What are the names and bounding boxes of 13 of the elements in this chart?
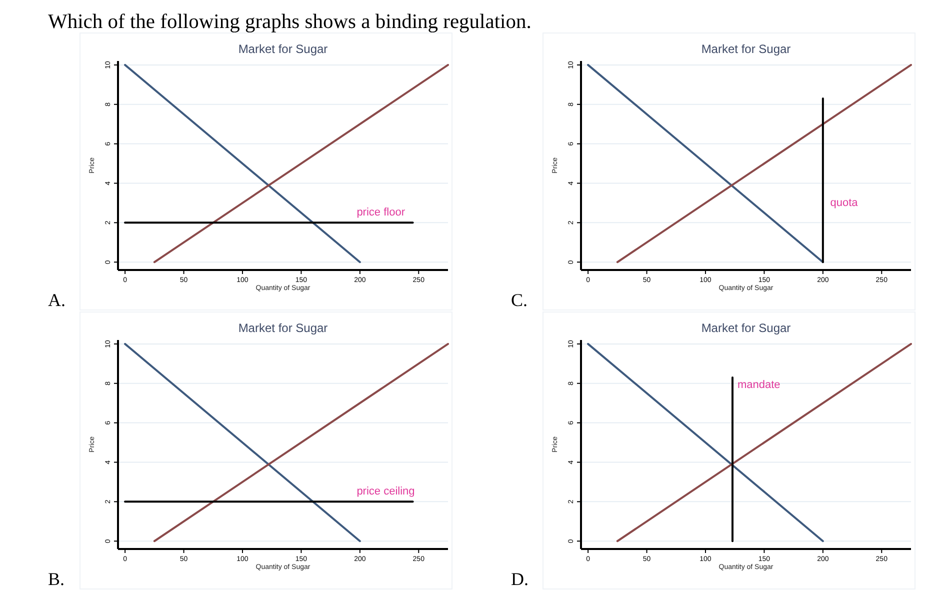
chart-title: Market for Sugar: [701, 321, 791, 335]
text: D.: [511, 569, 528, 589]
annotation: quota: [830, 196, 859, 209]
text: A.: [48, 290, 66, 310]
chart-title: Market for Sugar: [701, 42, 791, 56]
chart-title: Market for Sugar: [238, 42, 328, 56]
annotation: price ceiling: [356, 486, 415, 498]
annotation: mandate: [737, 379, 780, 392]
annotation: price floor: [356, 206, 406, 219]
text: Which of the following graphs shows a binding regulation.: [48, 11, 532, 33]
chart-title: Market for Sugar: [238, 321, 328, 335]
text: C.: [511, 290, 528, 310]
text: B.: [48, 569, 65, 589]
